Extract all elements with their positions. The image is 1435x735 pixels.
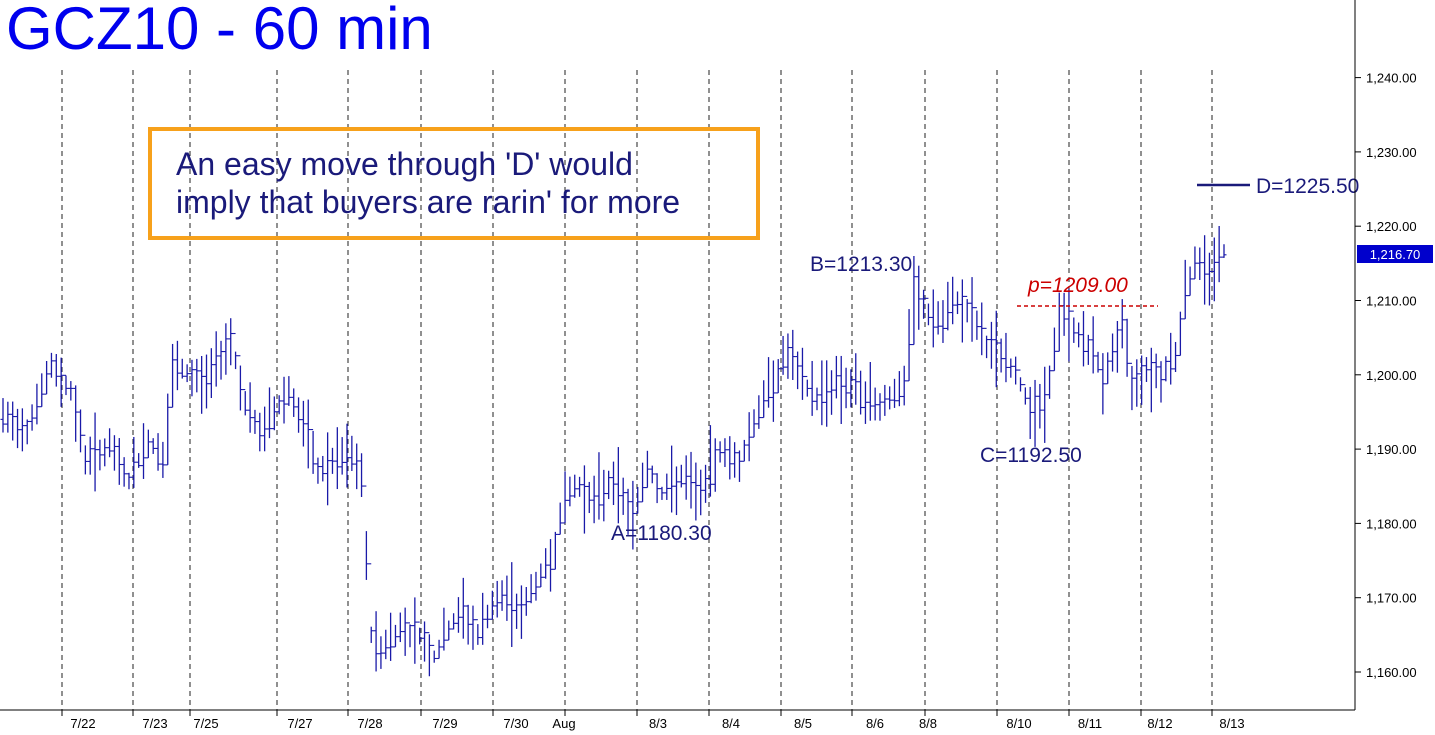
last-price-marker: 1,216.70 xyxy=(1357,245,1433,263)
x-tick-label: 8/6 xyxy=(866,716,884,731)
price-bars xyxy=(0,225,1227,677)
x-tick-label: 7/29 xyxy=(432,716,457,731)
y-tick-label: 1,170.00 xyxy=(1366,591,1417,606)
time-axis: 7/22 7/23 7/25 7/27 7/28 7/29 7/30 Aug 8/3 8/4 8/5… xyxy=(61,710,1245,731)
x-tick-label: 8/5 xyxy=(794,716,812,731)
annotation-a: A=1180.30 xyxy=(611,522,712,545)
annotation-c: C=1192.50 xyxy=(980,444,1082,467)
x-tick-label: Aug xyxy=(552,716,575,731)
x-tick-label: 7/27 xyxy=(287,716,312,731)
x-tick-label: 8/4 xyxy=(722,716,740,731)
x-tick-label: 8/10 xyxy=(1006,716,1031,731)
x-tick-label: 8/8 xyxy=(919,716,937,731)
x-tick-label: 8/12 xyxy=(1147,716,1172,731)
x-tick-label: 8/13 xyxy=(1219,716,1244,731)
y-tick-label: 1,180.00 xyxy=(1366,516,1417,531)
y-tick-label: 1,200.00 xyxy=(1366,368,1417,383)
chart-title: GCZ10 - 60 min xyxy=(6,0,433,62)
y-tick-label: 1,210.00 xyxy=(1366,294,1417,309)
annotation-box: An easy move through 'D' would imply tha… xyxy=(148,127,760,240)
last-price-label: 1,216.70 xyxy=(1370,247,1421,262)
x-tick-label: 7/30 xyxy=(503,716,528,731)
x-tick-label: 7/23 xyxy=(142,716,167,731)
x-tick-label: 8/11 xyxy=(1078,716,1102,731)
y-tick-label: 1,230.00 xyxy=(1366,145,1417,160)
y-tick-label: 1,240.00 xyxy=(1366,71,1417,86)
y-tick-label: 1,220.00 xyxy=(1366,219,1417,234)
x-tick-label: 7/25 xyxy=(193,716,218,731)
annotation-pivot: p=1209.00 xyxy=(1027,274,1128,297)
annotation-line-2: imply that buyers are rarin' for more xyxy=(176,184,681,220)
annotation-d: D=1225.50 xyxy=(1256,175,1359,198)
x-tick-label: 7/22 xyxy=(70,716,95,731)
x-tick-label: 7/28 xyxy=(357,716,382,731)
y-tick-label: 1,160.00 xyxy=(1366,665,1417,680)
annotation-line-1: An easy move through 'D' would xyxy=(176,146,633,182)
x-tick-label: 8/3 xyxy=(649,716,667,731)
y-tick-label: 1,190.00 xyxy=(1366,442,1417,457)
annotation-b: B=1213.30 xyxy=(810,253,912,276)
price-axis: 1,160.00 1,170.00 1,180.00 1,190.00 1,200.00… xyxy=(1355,71,1417,680)
